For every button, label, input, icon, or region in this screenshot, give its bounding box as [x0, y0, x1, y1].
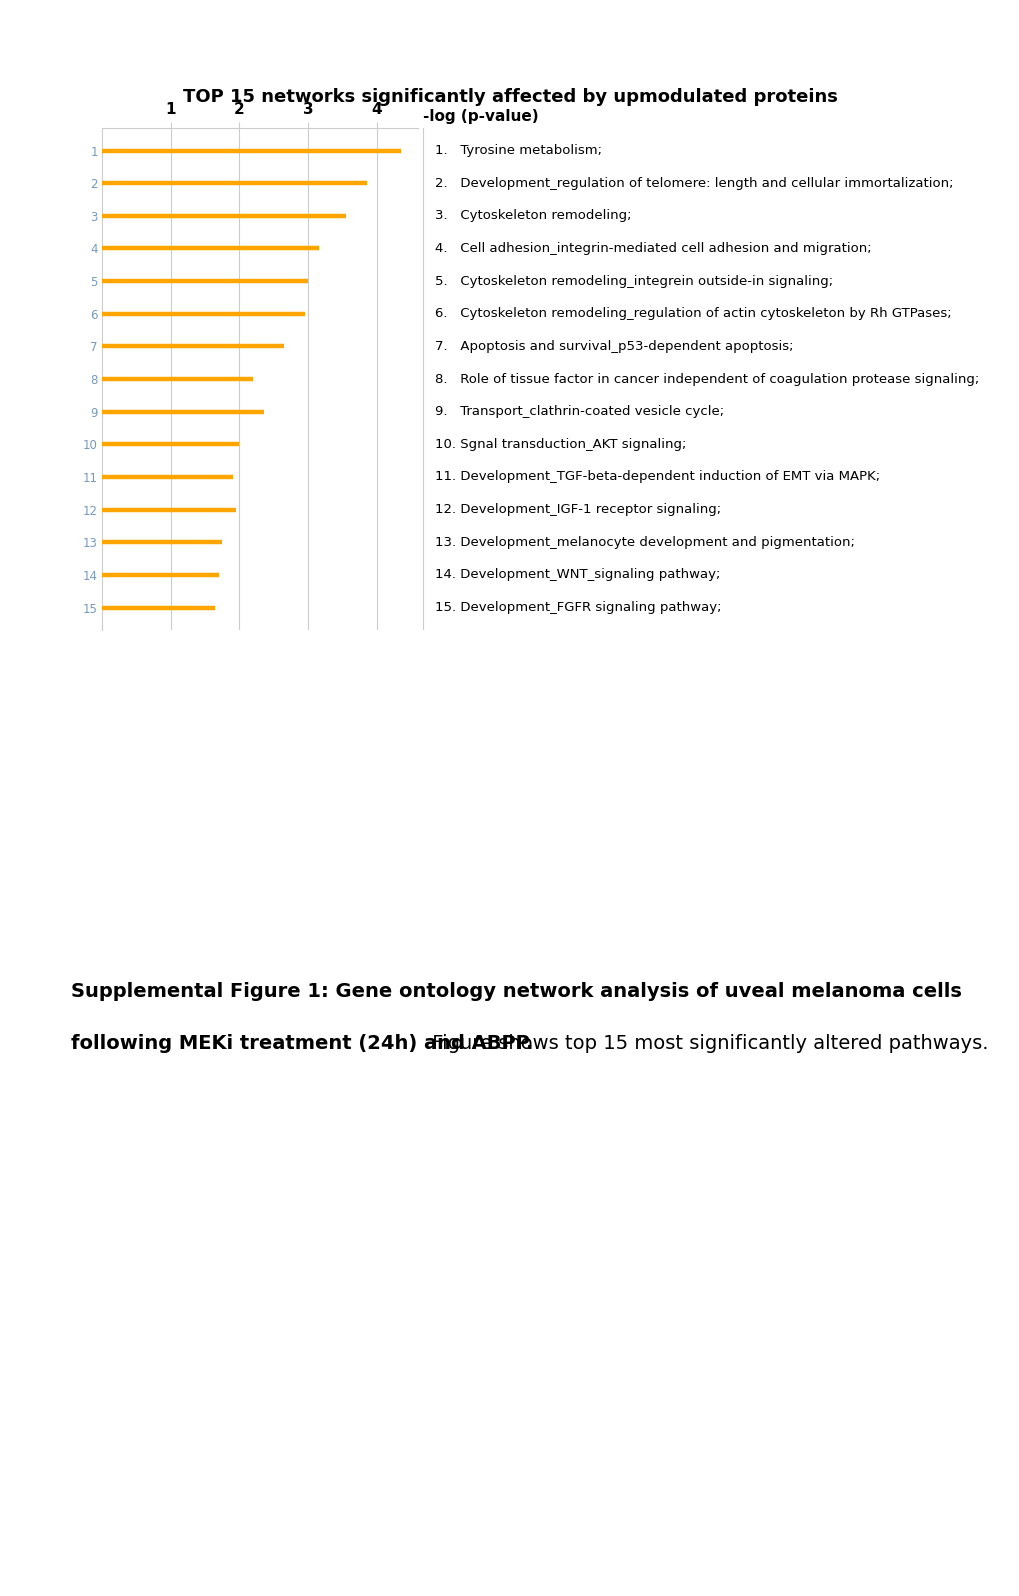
Text: 6.   Cytoskeleton remodeling_regulation of actin cytoskeleton by Rh GTPases;: 6. Cytoskeleton remodeling_regulation of…	[434, 308, 951, 321]
Text: 10. Sgnal transduction_AKT signaling;: 10. Sgnal transduction_AKT signaling;	[434, 437, 686, 450]
Text: 3.   Cytoskeleton remodeling;: 3. Cytoskeleton remodeling;	[434, 209, 631, 222]
Text: 9.   Transport_clathrin-coated vesicle cycle;: 9. Transport_clathrin-coated vesicle cyc…	[434, 405, 723, 418]
Text: 15. Development_FGFR signaling pathway;: 15. Development_FGFR signaling pathway;	[434, 602, 720, 614]
Text: Supplemental Figure 1: Gene ontology network analysis of uveal melanoma cells: Supplemental Figure 1: Gene ontology net…	[71, 982, 961, 1001]
Text: 11. Development_TGF-beta-dependent induction of EMT via MAPK;: 11. Development_TGF-beta-dependent induc…	[434, 471, 879, 484]
Text: 7.   Apoptosis and survival_p53-dependent apoptosis;: 7. Apoptosis and survival_p53-dependent …	[434, 340, 793, 353]
Text: 4.   Cell adhesion_integrin-mediated cell adhesion and migration;: 4. Cell adhesion_integrin-mediated cell …	[434, 243, 870, 255]
Text: Figure shows top 15 most significantly altered pathways.: Figure shows top 15 most significantly a…	[426, 1034, 987, 1053]
Text: TOP 15 networks significantly affected by upmodulated proteins: TOP 15 networks significantly affected b…	[182, 88, 837, 105]
Text: 14. Development_WNT_signaling pathway;: 14. Development_WNT_signaling pathway;	[434, 568, 719, 581]
Text: -log (p-value): -log (p-value)	[423, 109, 538, 123]
Text: 13. Development_melanocyte development and pigmentation;: 13. Development_melanocyte development a…	[434, 536, 854, 549]
Text: 5.   Cytoskeleton remodeling_integrein outside-in signaling;: 5. Cytoskeleton remodeling_integrein out…	[434, 275, 833, 287]
Text: following MEKi treatment (24h) and ABPP.: following MEKi treatment (24h) and ABPP.	[71, 1034, 533, 1053]
Text: 1.   Tyrosine metabolism;: 1. Tyrosine metabolism;	[434, 144, 601, 156]
Text: 8.   Role of tissue factor in cancer independent of coagulation protease signali: 8. Role of tissue factor in cancer indep…	[434, 372, 978, 386]
Text: 12. Development_IGF-1 receptor signaling;: 12. Development_IGF-1 receptor signaling…	[434, 503, 720, 516]
Text: 2.   Development_regulation of telomere: length and cellular immortalization;: 2. Development_regulation of telomere: l…	[434, 177, 953, 190]
